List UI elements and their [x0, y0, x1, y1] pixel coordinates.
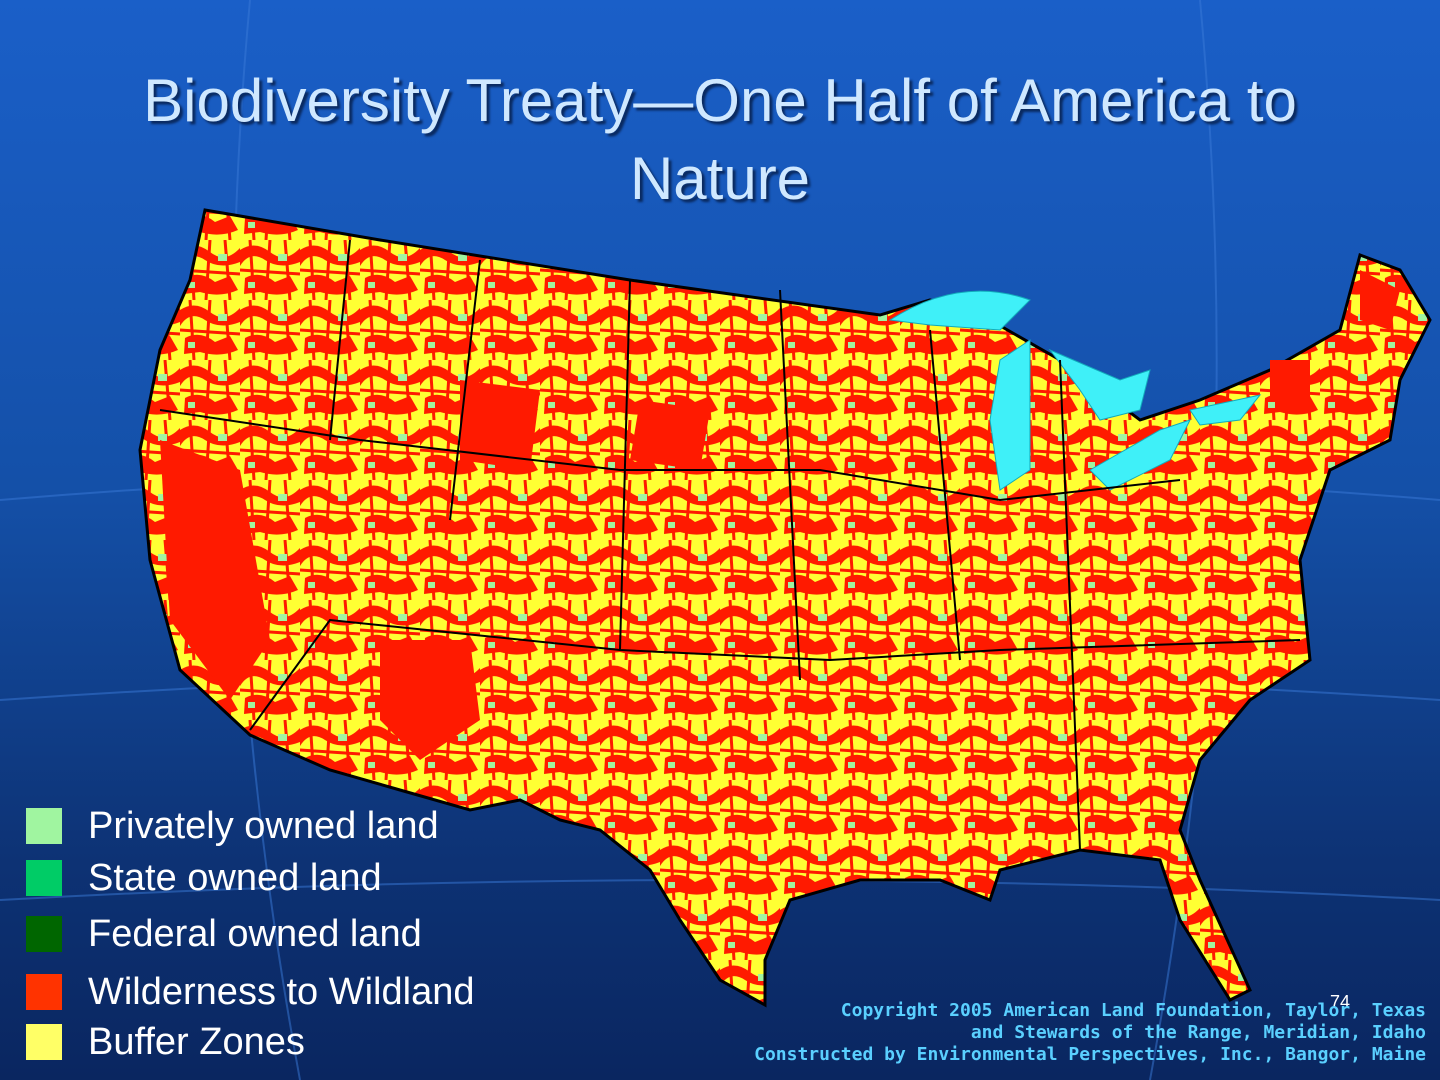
legend-item: Buffer Zones [26, 1020, 305, 1063]
legend-swatch [26, 974, 62, 1010]
legend-label: Privately owned land [88, 804, 439, 847]
wildland-zones [160, 270, 1400, 760]
legend-label: Wilderness to Wildland [88, 970, 475, 1013]
legend-item: Federal owned land [26, 912, 422, 955]
legend-item: State owned land [26, 856, 382, 899]
state-borders [159, 239, 1301, 851]
legend-swatch [26, 808, 62, 844]
legend-swatch [26, 860, 62, 896]
legend-label: Federal owned land [88, 912, 422, 955]
credit-line: Copyright 2005 American Land Foundation,… [840, 1000, 1426, 1021]
credit-line: Constructed by Environmental Perspective… [754, 1044, 1426, 1065]
legend-swatch [26, 916, 62, 952]
credits: Copyright 2005 American Land Foundation,… [754, 1000, 1426, 1066]
legend-label: State owned land [88, 856, 382, 899]
slide-title: Biodiversity Treaty—One Half of America … [143, 67, 1297, 212]
legend-item: Privately owned land [26, 804, 439, 847]
legend-item: Wilderness to Wildland [26, 970, 475, 1013]
legend-label: Buffer Zones [88, 1020, 305, 1063]
great-lakes [888, 290, 1262, 491]
legend-swatch [26, 1024, 62, 1060]
slide-number: 74 [1330, 992, 1351, 1012]
credit-line: and Stewards of the Range, Meridian, Ida… [970, 1022, 1426, 1043]
